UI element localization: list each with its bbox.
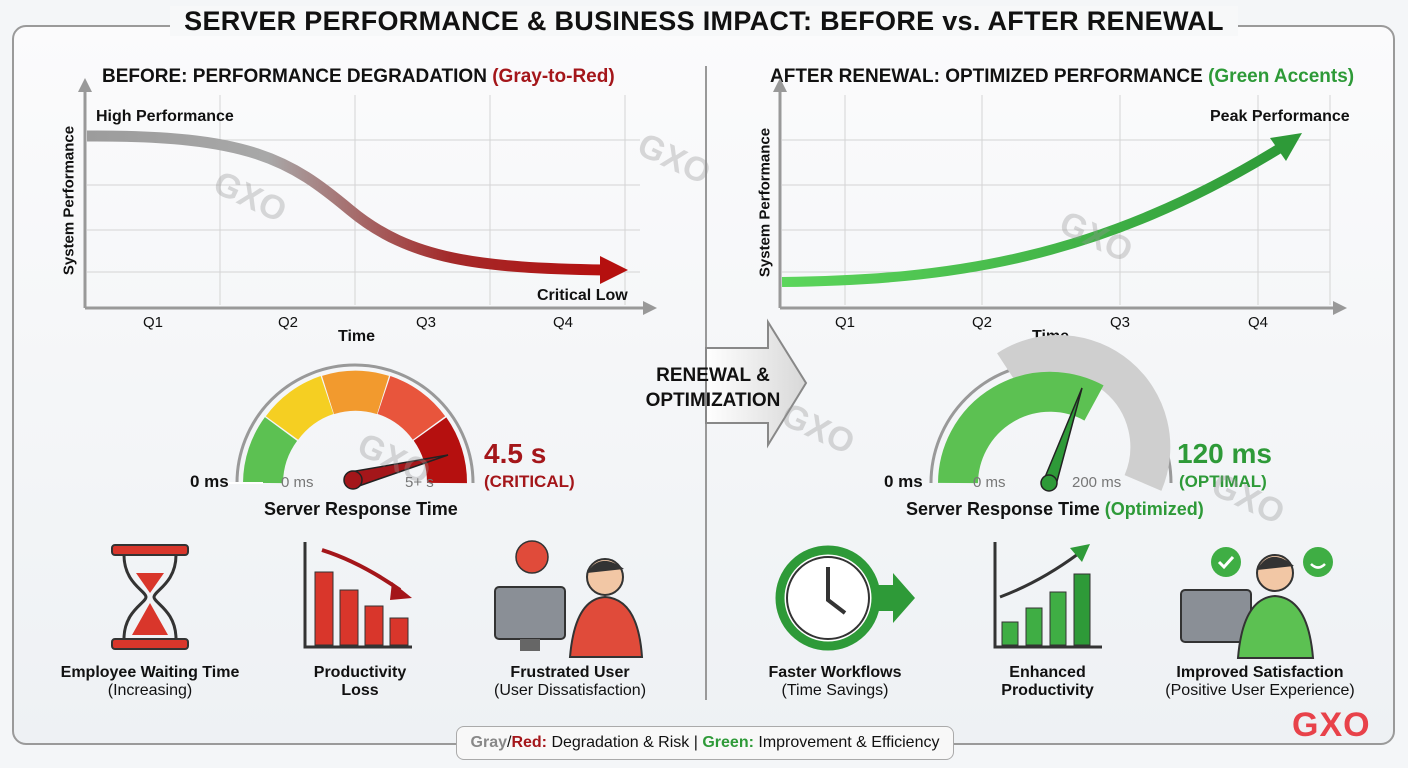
gauge-segment-red: [376, 376, 446, 441]
before-gauge-status: (CRITICAL): [484, 472, 575, 491]
before-performance-chart: [78, 78, 657, 315]
legend-green: Green:: [702, 734, 754, 751]
after-heading: AFTER RENEWAL: OPTIMIZED PERFORMANCE (Gr…: [770, 66, 1354, 88]
clock-arrow-icon: [775, 545, 915, 651]
before-heading-text: BEFORE: PERFORMANCE DEGRADATION: [102, 66, 487, 87]
before-gauge-min-outer: 0 ms: [190, 472, 229, 491]
renewal-label-line1: RENEWAL &: [656, 365, 770, 386]
before-tick-q3: Q3: [416, 314, 437, 331]
frustrated-user-icon: [494, 540, 644, 658]
impact-frustrated-user: Frustrated User (User Dissatisfaction): [470, 664, 670, 700]
legend-red-text: Degradation & Risk |: [547, 734, 703, 751]
after-gauge-status: (OPTIMAL): [1179, 472, 1267, 491]
impact-label: Employee Waiting Time: [60, 664, 240, 681]
before-gauge-value: 4.5 s: [484, 438, 547, 469]
after-gauge-min-inner: 0 ms: [973, 474, 1006, 491]
gauge-segment-orange: [322, 370, 389, 415]
impact-label: Faster Workflows: [768, 664, 902, 681]
impact-label: Productivity: [313, 664, 407, 681]
renewal-arrow-icon: [705, 318, 808, 449]
impact-enhanced-productivity: Enhanced Productivity: [960, 664, 1135, 700]
before-tick-q2: Q2: [278, 314, 299, 331]
gauge-segment-yellow: [265, 376, 335, 441]
after-tick-q3: Q3: [1110, 314, 1131, 331]
impact-productivity-loss: Productivity Loss: [270, 664, 450, 700]
rising-bar-chart-icon: [993, 542, 1102, 649]
impact-sub: Loss: [341, 682, 379, 699]
before-heading-accent: (Gray-to-Red): [492, 66, 615, 87]
legend-green-text: Improvement & Efficiency: [753, 734, 940, 751]
impact-label: Improved Satisfaction: [1176, 664, 1344, 681]
legend-slash: /: [506, 734, 512, 751]
color-legend: Gray/Red: Degradation & Risk | Green: Im…: [456, 726, 954, 760]
before-trend-arrowhead: [600, 256, 628, 284]
impact-sub: Productivity: [1001, 682, 1094, 699]
before-heading: BEFORE: PERFORMANCE DEGRADATION (Gray-to…: [102, 66, 615, 88]
after-axes: [773, 78, 1347, 315]
impact-label: Frustrated User: [510, 664, 630, 681]
impact-sub: (Positive User Experience): [1165, 682, 1355, 699]
critical-low-label: Critical Low: [537, 287, 628, 304]
after-tick-q2: Q2: [972, 314, 993, 331]
high-performance-label: High Performance: [96, 108, 234, 125]
after-tick-q1: Q1: [835, 314, 856, 331]
before-tick-q4: Q4: [553, 314, 574, 331]
after-gauge-value: 120 ms: [1177, 438, 1272, 469]
hourglass-icon: [111, 544, 189, 650]
impact-label: Enhanced: [1009, 664, 1086, 681]
gauge-fill-green: [938, 371, 1104, 484]
peak-performance-label: Peak Performance: [1210, 108, 1350, 125]
gauge-segment-dark-red: [413, 417, 467, 484]
impact-sub: (Time Savings): [781, 682, 889, 699]
before-gauge-max-inner: 5+ s: [405, 474, 434, 491]
before-gauge-min-inner: 0 ms: [281, 474, 314, 491]
after-gauge-max-inner: 200 ms: [1072, 474, 1122, 491]
after-grid: [782, 95, 1331, 305]
page-title: SERVER PERFORMANCE & BUSINESS IMPACT: BE…: [0, 6, 1408, 37]
declining-bar-chart-icon: [303, 542, 412, 649]
after-gauge-caption-accent: (Optimized): [1104, 499, 1204, 519]
after-gauge-min-outer: 0 ms: [884, 472, 923, 491]
before-gauge-caption: Server Response Time: [264, 499, 458, 519]
after-gauge-caption: Server Response Time (Optimized): [906, 499, 1204, 520]
renewal-label: RENEWAL & OPTIMIZATION: [628, 363, 798, 413]
impact-employee-waiting: Employee Waiting Time (Increasing): [40, 664, 260, 700]
impact-improved-satisfaction: Improved Satisfaction (Positive User Expe…: [1145, 664, 1375, 700]
after-trend-arrowhead: [1270, 133, 1302, 161]
after-trend-line: [781, 140, 1288, 287]
title-text: SERVER PERFORMANCE & BUSINESS IMPACT: BE…: [170, 6, 1238, 36]
legend-gray: Gray: [470, 734, 507, 751]
legend-red: Red:: [511, 734, 547, 751]
impact-sub: (Increasing): [107, 682, 193, 699]
before-trend-line: [86, 130, 606, 276]
after-tick-q4: Q4: [1248, 314, 1269, 331]
after-performance-chart: [773, 78, 1347, 315]
gxo-logo: GXO: [1292, 706, 1371, 744]
gauge-segment-green: [243, 417, 298, 484]
happy-user-icon: [1180, 547, 1333, 659]
renewal-label-line2: OPTIMIZATION: [645, 390, 781, 411]
before-tick-q1: Q1: [143, 314, 164, 331]
gauge-remaining: [997, 335, 1171, 491]
impact-faster-workflows: Faster Workflows (Time Savings): [740, 664, 930, 700]
after-heading-text: AFTER RENEWAL: OPTIMIZED PERFORMANCE: [770, 66, 1203, 87]
after-heading-accent: (Green Accents): [1208, 66, 1355, 87]
before-axes: [78, 78, 657, 315]
before-x-axis-label: Time: [338, 328, 376, 345]
after-gauge-caption-text: Server Response Time: [906, 499, 1100, 519]
impact-sub: (User Dissatisfaction): [493, 682, 647, 699]
after-response-gauge: [929, 335, 1173, 492]
before-response-gauge: [223, 363, 475, 490]
